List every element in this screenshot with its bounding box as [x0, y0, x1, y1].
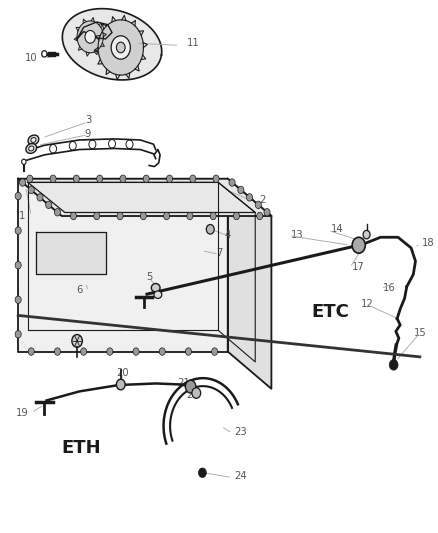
Circle shape: [159, 348, 165, 356]
Circle shape: [85, 30, 95, 43]
Text: 14: 14: [331, 224, 343, 235]
Circle shape: [117, 42, 125, 53]
Text: 10: 10: [25, 53, 38, 63]
Circle shape: [166, 175, 173, 182]
Circle shape: [54, 208, 60, 216]
Circle shape: [42, 51, 47, 57]
Text: 9: 9: [85, 128, 91, 139]
Text: 21: 21: [178, 378, 191, 389]
Text: 12: 12: [361, 298, 374, 309]
Circle shape: [107, 348, 113, 356]
Text: 22: 22: [187, 390, 199, 400]
Circle shape: [97, 175, 103, 182]
Circle shape: [46, 201, 52, 208]
Circle shape: [15, 262, 21, 269]
Circle shape: [73, 175, 79, 182]
Polygon shape: [18, 179, 272, 216]
Circle shape: [140, 212, 146, 220]
Circle shape: [264, 208, 270, 216]
Circle shape: [72, 335, 82, 348]
Circle shape: [111, 36, 131, 59]
Text: 16: 16: [383, 283, 396, 293]
Circle shape: [37, 193, 43, 201]
Circle shape: [257, 212, 263, 220]
Text: 3: 3: [85, 115, 91, 125]
Circle shape: [27, 175, 33, 182]
Circle shape: [71, 212, 77, 220]
Text: 23: 23: [234, 427, 247, 438]
Polygon shape: [77, 21, 103, 53]
Circle shape: [117, 212, 123, 220]
Text: 2: 2: [259, 195, 266, 205]
Ellipse shape: [154, 291, 162, 298]
Circle shape: [133, 348, 139, 356]
Circle shape: [212, 348, 218, 356]
Circle shape: [21, 159, 26, 165]
Text: 13: 13: [291, 230, 304, 240]
Circle shape: [389, 360, 398, 370]
Circle shape: [363, 230, 370, 239]
Circle shape: [198, 468, 206, 478]
Ellipse shape: [26, 143, 37, 154]
Text: 4: 4: [225, 230, 231, 240]
Circle shape: [206, 224, 214, 234]
Circle shape: [229, 179, 235, 186]
Circle shape: [15, 330, 21, 338]
Circle shape: [19, 179, 25, 186]
Ellipse shape: [28, 146, 34, 151]
Circle shape: [120, 175, 126, 182]
Circle shape: [81, 348, 87, 356]
Polygon shape: [228, 179, 272, 389]
Polygon shape: [36, 232, 106, 274]
Text: 15: 15: [413, 328, 426, 338]
Text: 18: 18: [422, 238, 435, 247]
Circle shape: [117, 379, 125, 390]
Circle shape: [15, 192, 21, 200]
Circle shape: [143, 175, 149, 182]
Ellipse shape: [31, 138, 36, 142]
Circle shape: [233, 212, 240, 220]
Ellipse shape: [28, 135, 39, 145]
Text: 19: 19: [16, 408, 29, 418]
Circle shape: [187, 212, 193, 220]
Polygon shape: [62, 9, 162, 80]
Circle shape: [210, 212, 216, 220]
Circle shape: [163, 212, 170, 220]
Text: 11: 11: [187, 38, 199, 48]
Circle shape: [185, 380, 196, 393]
Circle shape: [50, 175, 56, 182]
Text: 24: 24: [234, 472, 247, 481]
Text: ETC: ETC: [311, 303, 349, 321]
Circle shape: [28, 348, 34, 356]
Polygon shape: [98, 20, 144, 75]
Circle shape: [255, 201, 261, 208]
Polygon shape: [18, 179, 228, 352]
Text: ETH: ETH: [62, 439, 101, 457]
Circle shape: [238, 186, 244, 193]
Circle shape: [28, 186, 34, 193]
Circle shape: [15, 296, 21, 303]
Circle shape: [185, 348, 191, 356]
Circle shape: [192, 387, 201, 398]
Text: 1: 1: [19, 211, 26, 221]
Circle shape: [190, 175, 196, 182]
Ellipse shape: [151, 284, 160, 292]
Circle shape: [94, 212, 100, 220]
Text: 8: 8: [155, 288, 161, 298]
Text: 6: 6: [76, 286, 82, 295]
Text: 7: 7: [216, 248, 222, 258]
Text: 5: 5: [146, 272, 152, 282]
Circle shape: [213, 175, 219, 182]
Text: 17: 17: [352, 262, 365, 271]
Circle shape: [352, 237, 365, 253]
Text: 20: 20: [117, 368, 129, 378]
Circle shape: [15, 227, 21, 235]
Circle shape: [247, 193, 253, 201]
Circle shape: [54, 348, 60, 356]
